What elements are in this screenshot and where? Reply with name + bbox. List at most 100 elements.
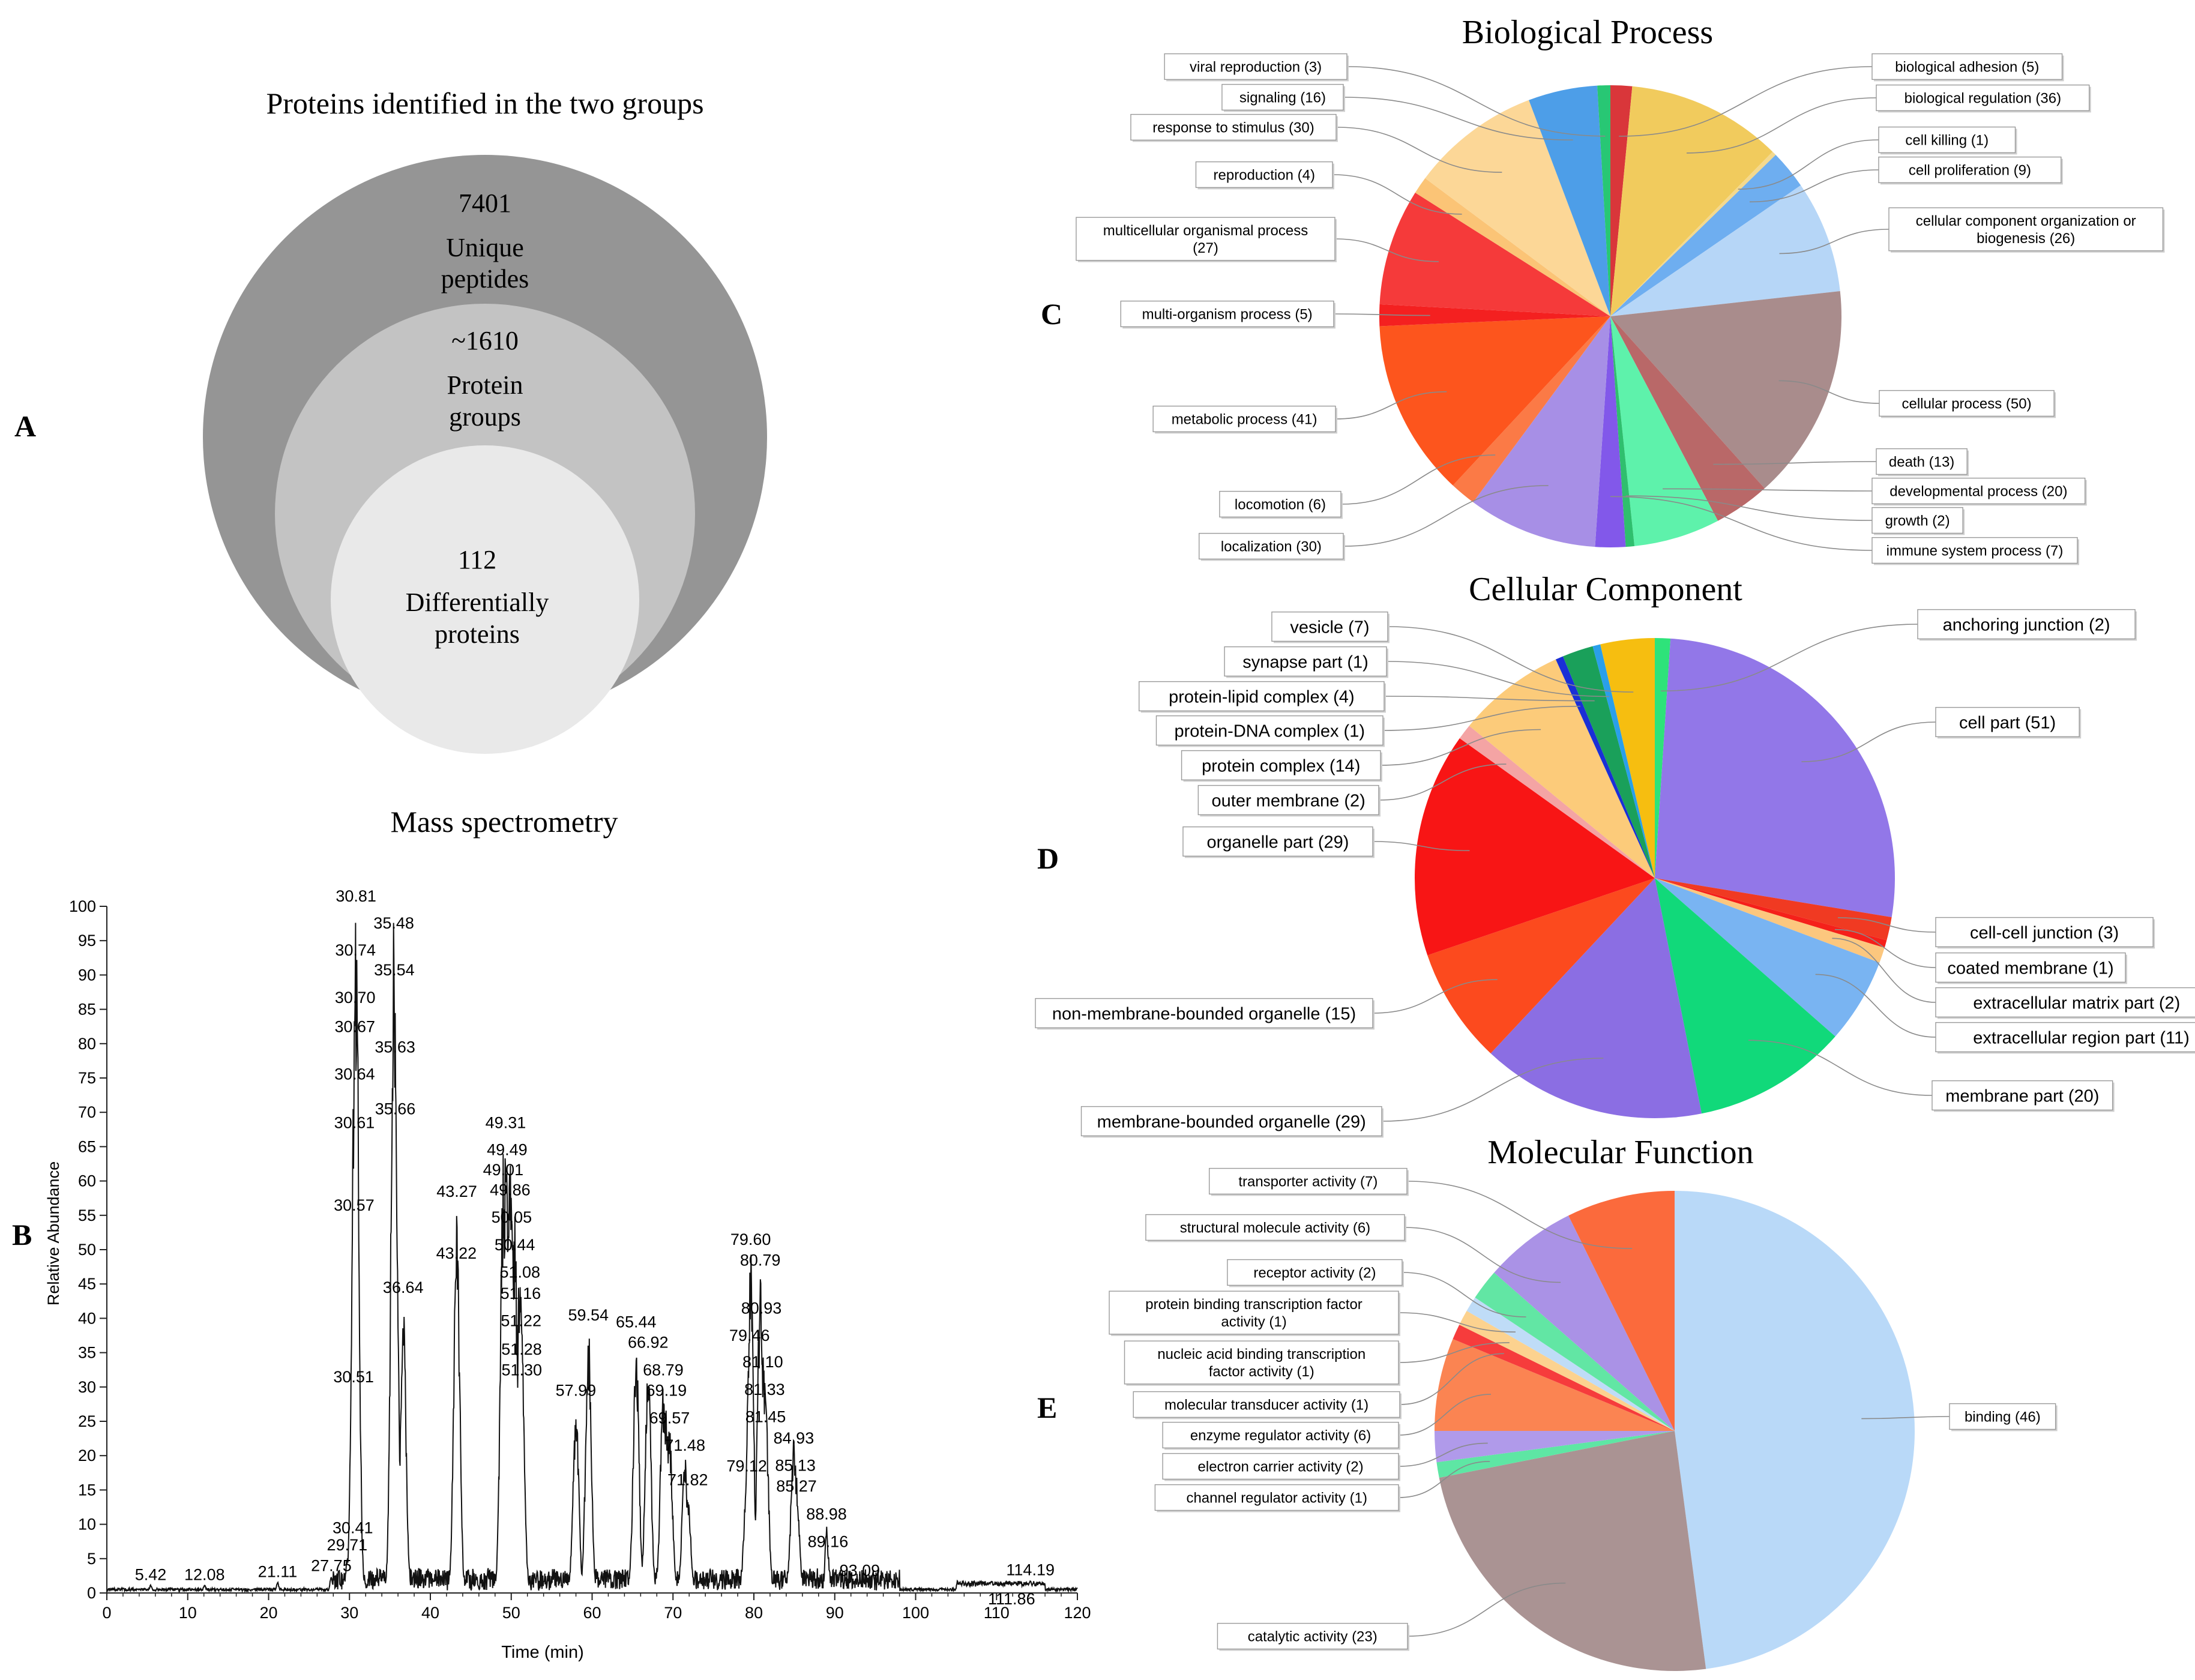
label-box — [1109, 1290, 1399, 1335]
ms-peak-label: 50.05 — [492, 1208, 532, 1226]
ms-x-tick-label: 70 — [664, 1604, 682, 1622]
pie-label-non-membrane-bounded-organelle-15: non-membrane-bounded organelle (15) — [1052, 1004, 1356, 1023]
pie-label-extracellular-matrix-part-2: extracellular matrix part (2) — [1973, 993, 2180, 1013]
ms-xlabel: Time (min) — [501, 1643, 583, 1662]
leader-line — [1398, 1394, 1492, 1436]
ms-ylabel: Relative Abundance — [44, 1161, 62, 1305]
pie-label-molecular-transducer-activity-1: molecular transducer activity (1) — [1164, 1397, 1368, 1414]
pie-slice-viral-reproduction-3 — [1597, 85, 1610, 316]
ms-peak-label: 51.16 — [501, 1284, 541, 1302]
pie-label-locomotion-6: locomotion (6) — [1235, 497, 1326, 513]
leader-line — [1778, 380, 1880, 404]
pie-label-viral-reproduction-3: viral reproduction (3) — [1190, 59, 1322, 76]
inner-line2: proteins — [435, 619, 520, 649]
ms-peak-label: 43.22 — [436, 1244, 477, 1262]
label-box — [1876, 448, 1968, 475]
ms-peak-label: 85.13 — [775, 1457, 816, 1475]
ms-peak-label: 30.57 — [334, 1196, 375, 1214]
leader-line — [1384, 696, 1595, 702]
bp-title: Biological Process — [1462, 14, 1713, 51]
ms-peak-label: 93.09 — [840, 1561, 881, 1579]
pie-label-anchoring-junction-2: anchoring junction (2) — [1943, 615, 2110, 634]
pie-label-receptor-activity-2: receptor activity (2) — [1253, 1265, 1376, 1281]
leader-line — [1372, 979, 1498, 1014]
ms-trace — [106, 923, 1078, 1594]
pie-slice-membrane-bounded-organelle-29 — [1490, 878, 1702, 1118]
pie-slice-cellular-component-organization-or-biogenesis-26 — [1610, 185, 1840, 316]
pie-label-death-13: death (13) — [1889, 454, 1954, 471]
leader-line — [1663, 488, 1873, 492]
pie-slice-locomotion-6 — [1453, 316, 1610, 502]
pie-label-vesicle-7: vesicle (7) — [1290, 618, 1369, 637]
ms-y-tick-label: 0 — [87, 1584, 96, 1602]
leader-line — [1380, 729, 1541, 766]
leader-line — [1832, 938, 1936, 1003]
pie-slice-biological-regulation-36 — [1610, 86, 1773, 317]
leader-line — [1713, 461, 1877, 465]
label-box — [1155, 715, 1384, 746]
pie-labels: biological adhesion (5) biological regula… — [1076, 53, 2165, 565]
ms-peak-label: 30.74 — [335, 941, 376, 959]
label-box — [1871, 477, 2086, 505]
ms-peak-label: 89.16 — [808, 1532, 849, 1550]
pie-slice-protein-dna-complex-1 — [1555, 656, 1655, 878]
label-box — [1888, 207, 2164, 251]
leader-line — [1381, 1058, 1604, 1122]
ms-x-tick-label: 20 — [259, 1604, 277, 1622]
outer-line1: Unique — [446, 233, 524, 262]
pie-slice-reproduction-4 — [1415, 178, 1610, 316]
pie-slice-extracellular-region-part-11 — [1655, 878, 1880, 1037]
ms-y-tick-label: 25 — [78, 1412, 96, 1430]
pie-label-protein-binding-transcription-factor-activity-1: protein binding transcription factor acti… — [1145, 1296, 1362, 1330]
panel-letter-d: D — [1037, 842, 1059, 875]
ms-x-tick-label: 10 — [179, 1604, 197, 1622]
ms-peak-label: 81.45 — [745, 1408, 786, 1426]
ms-peak-label: 35.54 — [374, 961, 415, 979]
ms-peak-label: 71.48 — [664, 1436, 705, 1454]
pie-label-electron-carrier-activity-2: electron carrier activity (2) — [1198, 1459, 1364, 1475]
ms-x-tick-label: 120 — [1064, 1604, 1091, 1622]
inner-circle — [331, 445, 639, 754]
leader-line — [1335, 127, 1502, 173]
pie-label-growth-2: growth (2) — [1885, 513, 1950, 529]
ms-y-tick-label: 5 — [87, 1550, 96, 1568]
label-box — [1227, 1259, 1403, 1286]
ms-x-tick-label: 0 — [102, 1604, 111, 1622]
pie-slice-receptor-activity-2 — [1475, 1272, 1675, 1431]
ms-peak-label: 84.93 — [774, 1429, 814, 1447]
ms-peak-label: 51.30 — [501, 1361, 542, 1379]
ms-peak-label: 36.64 — [383, 1278, 424, 1296]
label-box — [1917, 609, 2136, 640]
pie-label-protein-lipid-complex-4: protein-lipid complex (4) — [1169, 687, 1354, 706]
ms-peak-label: 5.42 — [135, 1565, 167, 1583]
leader-line — [1399, 1353, 1504, 1405]
ms-x-tick-label: 100 — [902, 1604, 929, 1622]
pie-slice-membrane-part-20 — [1655, 878, 1835, 1114]
ms-y-tick-label: 75 — [78, 1069, 96, 1087]
ms-y-tick-label: 30 — [78, 1378, 96, 1396]
label-box — [1871, 507, 1963, 534]
ms-peak-label: 35.48 — [373, 914, 414, 932]
label-box — [1935, 917, 2154, 948]
panel-letter-a: A — [14, 409, 36, 443]
ms-peak-label: 30.70 — [335, 989, 376, 1007]
ms-peak-label: 68.79 — [643, 1361, 684, 1379]
label-box — [1217, 1622, 1408, 1650]
ms-peak-label: 30.41 — [333, 1519, 373, 1537]
ms-peak-label: 79.60 — [730, 1230, 771, 1248]
ms-y-tick-label: 95 — [78, 932, 96, 950]
ms-y-tick-label: 80 — [78, 1035, 96, 1053]
ms-peak-label: 80.79 — [740, 1251, 781, 1269]
pie-label-multi-organism-process-5: multi-organism process (5) — [1142, 307, 1313, 323]
leader-line — [1815, 974, 1936, 1038]
ms-peak-label: 65.44 — [616, 1313, 657, 1331]
ms-y-tick-label: 90 — [78, 966, 96, 984]
ms-x-tick-label: 40 — [421, 1604, 439, 1622]
panel-c-biological-process: Biological Process C biological adhesion… — [1041, 14, 2165, 565]
ms-peak-label: 79.46 — [729, 1326, 770, 1344]
label-box — [1080, 1106, 1382, 1137]
pie-label-extracellular-region-part-11: extracellular region part (11) — [1973, 1028, 2190, 1047]
ms-x-tick-label: 90 — [826, 1604, 844, 1622]
label-box — [1271, 611, 1388, 642]
leader-line — [1387, 626, 1634, 693]
